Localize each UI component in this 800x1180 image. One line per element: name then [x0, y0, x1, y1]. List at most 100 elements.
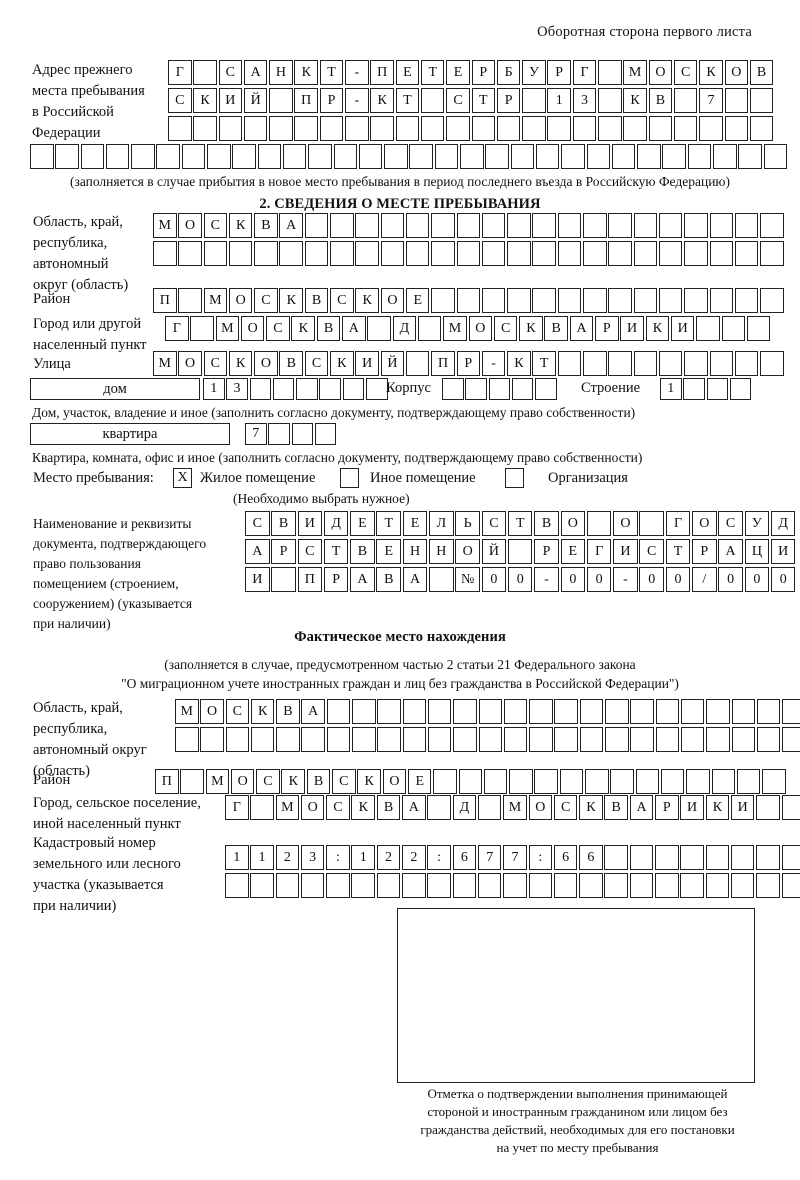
- char-cell[interactable]: О: [200, 699, 224, 724]
- char-cell[interactable]: [429, 567, 454, 592]
- char-cell[interactable]: К: [193, 88, 217, 113]
- char-cell[interactable]: М: [275, 795, 300, 820]
- char-cell[interactable]: Т: [471, 88, 496, 113]
- char-cell[interactable]: [402, 727, 427, 752]
- char-cell[interactable]: Р: [456, 351, 481, 376]
- char-cell[interactable]: [721, 316, 746, 341]
- char-cell[interactable]: [446, 116, 470, 141]
- char-cell[interactable]: [178, 288, 202, 313]
- char-cell[interactable]: К: [357, 769, 381, 794]
- char-cell[interactable]: [598, 60, 622, 85]
- char-cell[interactable]: Н: [402, 539, 428, 564]
- char-cell[interactable]: [420, 88, 445, 113]
- char-cell[interactable]: Б: [496, 60, 521, 85]
- char-cell[interactable]: [153, 241, 177, 266]
- char-cell[interactable]: [648, 116, 673, 141]
- char-cell[interactable]: [477, 795, 502, 820]
- char-cell[interactable]: [635, 769, 660, 794]
- char-cell[interactable]: Е: [350, 511, 375, 536]
- char-cell[interactable]: Р: [595, 316, 619, 341]
- char-cell[interactable]: А: [569, 316, 594, 341]
- char-cell[interactable]: С: [330, 288, 354, 313]
- char-cell[interactable]: [225, 727, 250, 752]
- char-cell[interactable]: [471, 116, 496, 141]
- char-cell[interactable]: [465, 378, 487, 400]
- char-cell[interactable]: С: [203, 213, 228, 238]
- char-cell[interactable]: [304, 213, 329, 238]
- char-cell[interactable]: 1: [225, 845, 249, 870]
- char-cell[interactable]: Г: [665, 511, 691, 536]
- char-cell[interactable]: [557, 213, 582, 238]
- char-cell[interactable]: [250, 795, 274, 820]
- char-cell[interactable]: [623, 116, 647, 141]
- char-cell[interactable]: [579, 699, 604, 724]
- char-cell[interactable]: [200, 727, 224, 752]
- char-cell[interactable]: [481, 241, 506, 266]
- char-cell[interactable]: 1: [660, 378, 682, 400]
- char-cell[interactable]: 3: [300, 845, 325, 870]
- char-cell[interactable]: [507, 213, 531, 238]
- char-cell[interactable]: И: [218, 88, 243, 113]
- char-cell[interactable]: [366, 378, 388, 400]
- char-cell[interactable]: [478, 727, 503, 752]
- char-cell[interactable]: [402, 873, 426, 898]
- char-cell[interactable]: [168, 116, 192, 141]
- stamp-area[interactable]: [397, 908, 755, 1083]
- char-cell[interactable]: 6: [553, 845, 578, 870]
- char-cell[interactable]: А: [342, 316, 366, 341]
- char-cell[interactable]: [511, 378, 534, 400]
- char-cell[interactable]: Р: [496, 88, 521, 113]
- char-cell[interactable]: [478, 699, 503, 724]
- char-cell[interactable]: Е: [446, 60, 470, 85]
- char-cell[interactable]: К: [699, 60, 723, 85]
- char-cell[interactable]: [557, 288, 582, 313]
- char-cell[interactable]: [358, 144, 383, 169]
- char-cell[interactable]: [730, 845, 755, 870]
- char-cell[interactable]: [586, 144, 611, 169]
- char-cell[interactable]: [225, 873, 249, 898]
- char-cell[interactable]: 3: [572, 88, 597, 113]
- char-cell[interactable]: В: [254, 213, 278, 238]
- char-cell[interactable]: [427, 699, 452, 724]
- char-cell[interactable]: С: [304, 351, 329, 376]
- char-cell[interactable]: [633, 288, 658, 313]
- char-cell[interactable]: [535, 378, 557, 400]
- char-cell[interactable]: [178, 241, 202, 266]
- char-cell[interactable]: В: [271, 511, 296, 536]
- char-cell[interactable]: [405, 351, 430, 376]
- char-cell[interactable]: Т: [532, 351, 556, 376]
- char-cell[interactable]: [345, 116, 369, 141]
- char-cell[interactable]: [355, 213, 379, 238]
- char-cell[interactable]: [296, 378, 318, 400]
- char-cell[interactable]: [326, 727, 351, 752]
- char-cell[interactable]: [760, 241, 784, 266]
- char-cell[interactable]: И: [730, 795, 755, 820]
- char-cell[interactable]: [275, 873, 300, 898]
- char-cell[interactable]: [583, 213, 607, 238]
- char-cell[interactable]: [684, 241, 708, 266]
- char-cell[interactable]: [782, 699, 800, 724]
- prev-address-row-3[interactable]: [168, 116, 775, 141]
- char-cell[interactable]: [249, 378, 272, 400]
- stay-type-residential-checkbox[interactable]: X: [173, 468, 192, 488]
- char-cell[interactable]: [232, 144, 256, 169]
- char-cell[interactable]: К: [351, 795, 375, 820]
- char-cell[interactable]: Р: [323, 567, 349, 592]
- char-cell[interactable]: [684, 288, 708, 313]
- char-cell[interactable]: [655, 699, 680, 724]
- char-cell[interactable]: 0: [718, 567, 743, 592]
- char-cell[interactable]: [709, 288, 734, 313]
- char-cell[interactable]: П: [431, 351, 455, 376]
- char-cell[interactable]: К: [370, 88, 394, 113]
- char-cell[interactable]: [250, 727, 275, 752]
- char-cell[interactable]: И: [355, 351, 379, 376]
- char-cell[interactable]: [605, 699, 629, 724]
- char-cell[interactable]: [376, 873, 401, 898]
- char-cell[interactable]: Д: [452, 795, 477, 820]
- char-cell[interactable]: [314, 423, 337, 445]
- char-cell[interactable]: [532, 241, 556, 266]
- char-cell[interactable]: С: [254, 288, 278, 313]
